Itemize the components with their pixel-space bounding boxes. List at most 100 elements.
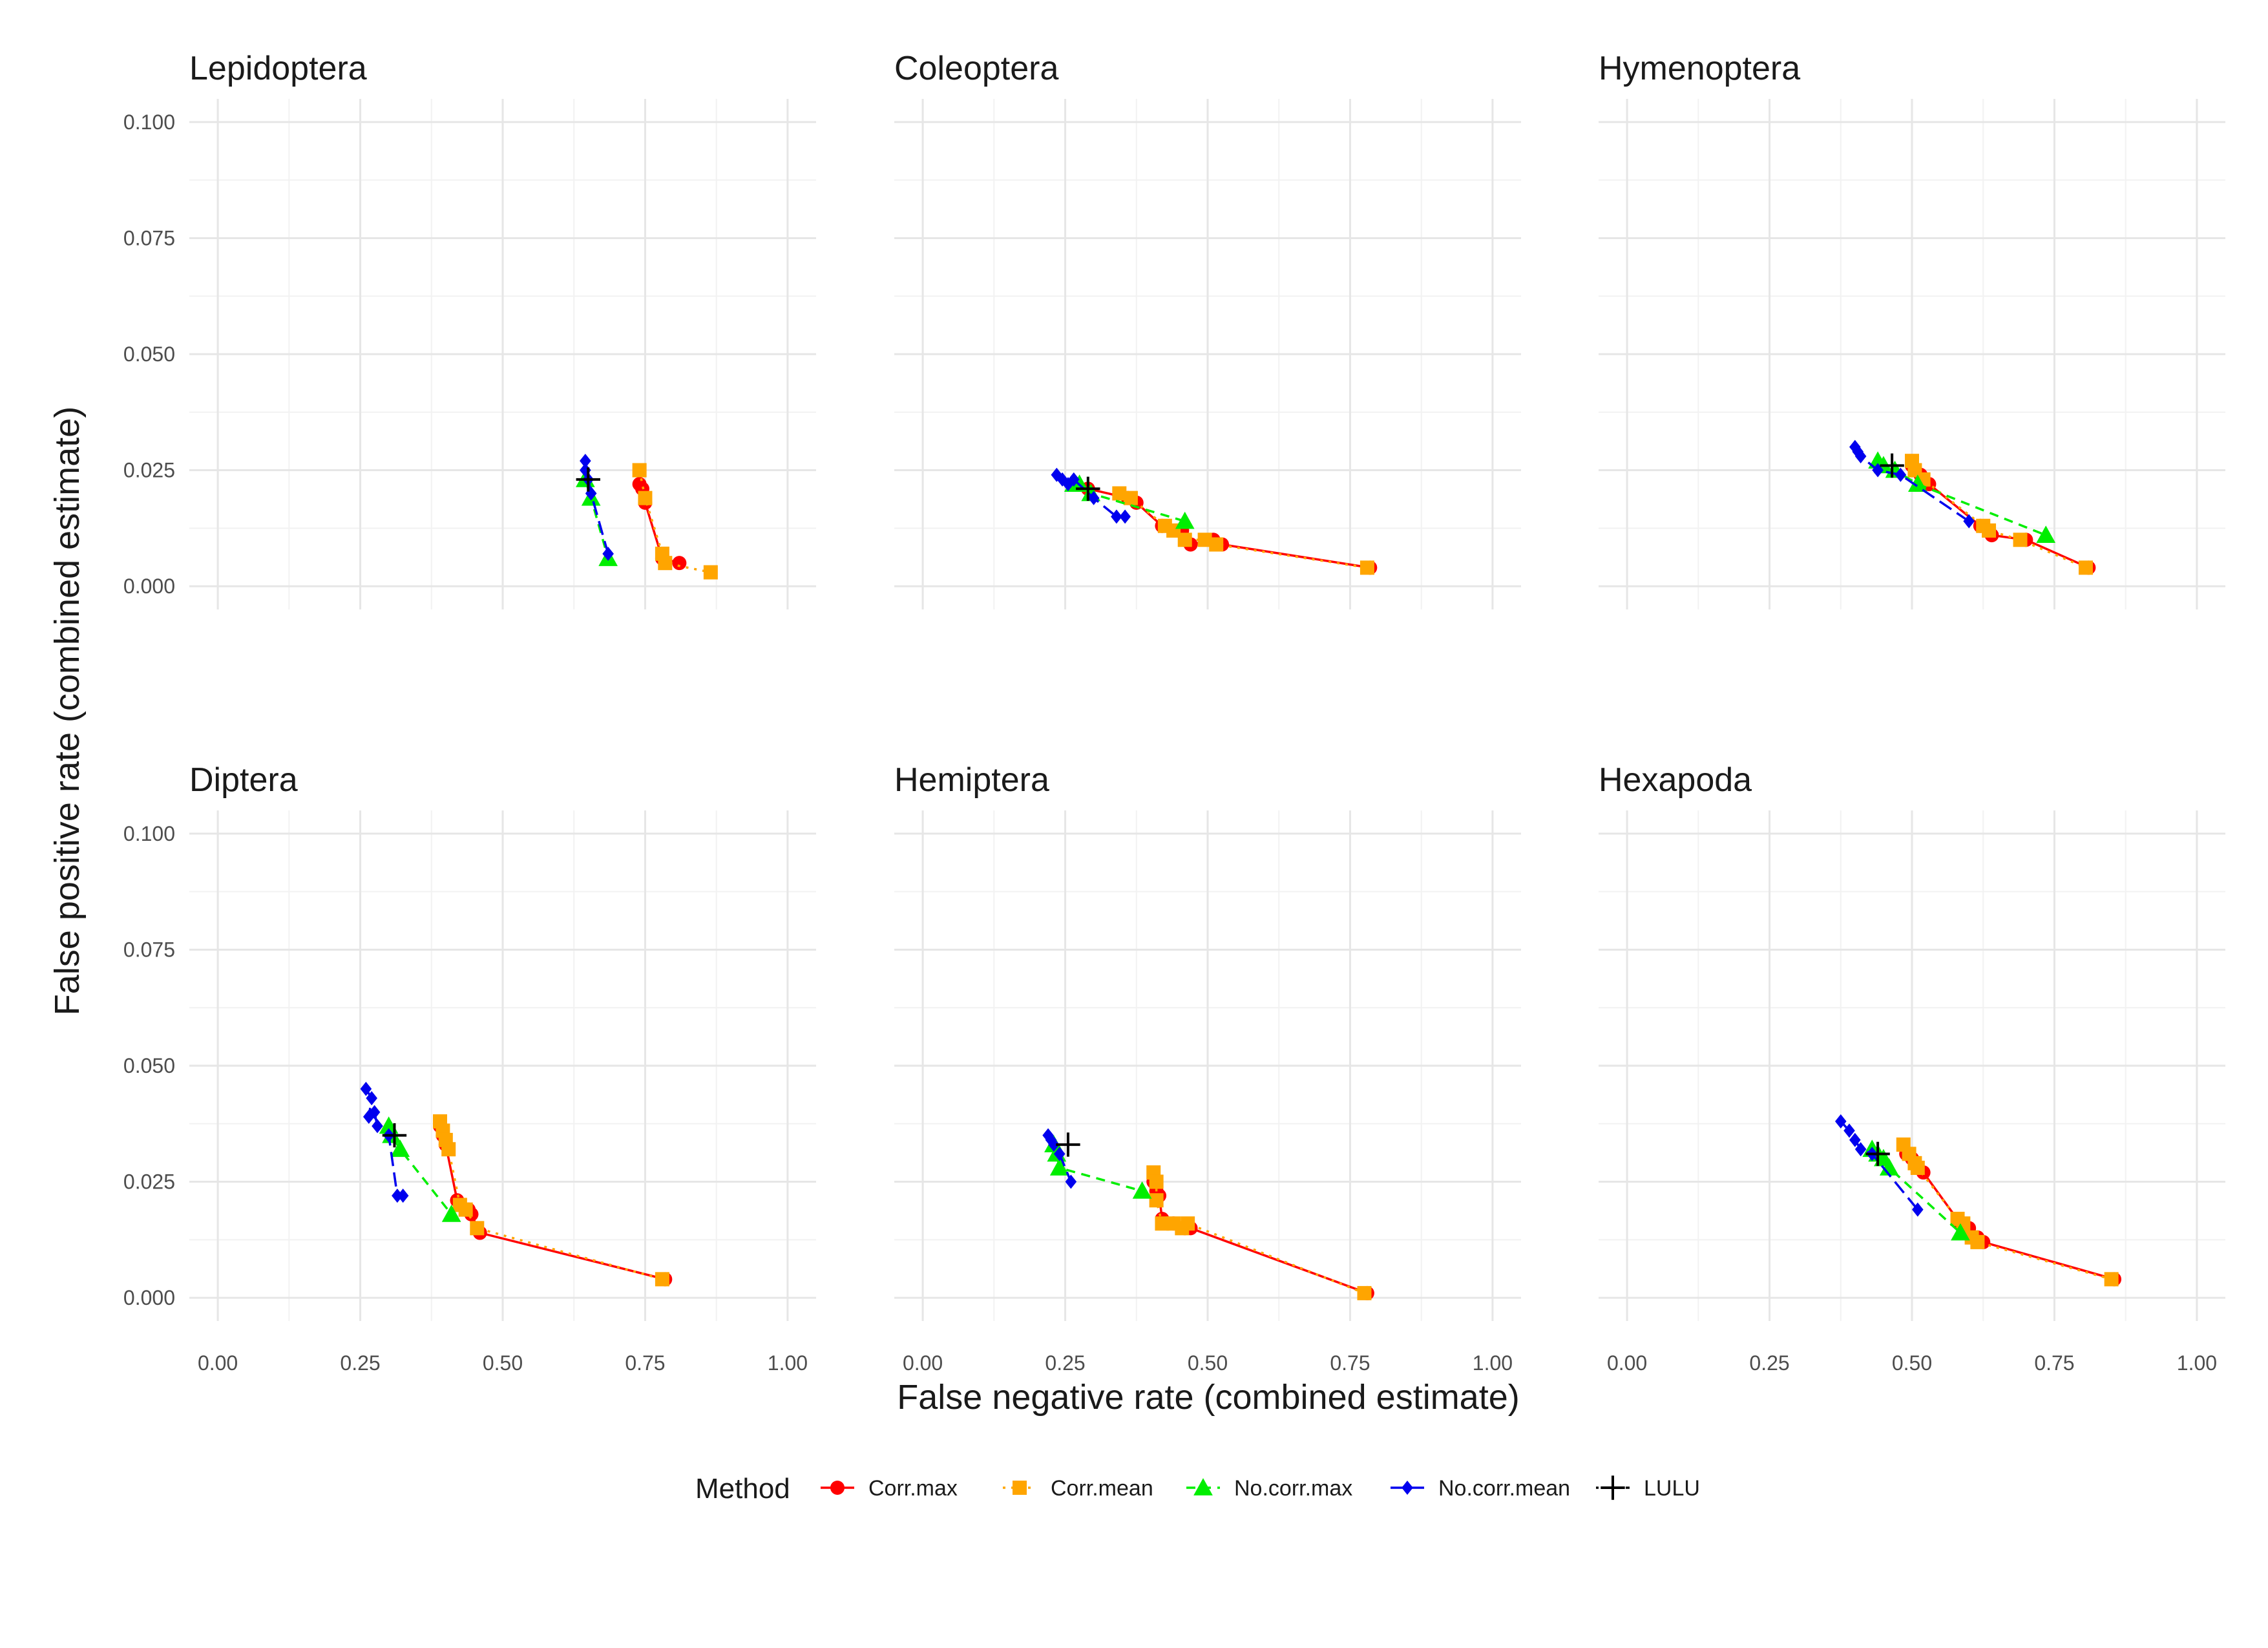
legend-item-no-corr-max: No.corr.max	[1186, 1476, 1352, 1501]
data-point	[658, 556, 673, 571]
series-lulu	[576, 467, 600, 492]
data-point	[638, 491, 653, 505]
series-corr-mean	[433, 1114, 669, 1287]
x-tick-label: 1.00	[1473, 1351, 1513, 1375]
legend-label: Corr.max	[868, 1476, 958, 1501]
data-point	[1951, 1223, 1970, 1241]
legend-key-marker	[830, 1481, 845, 1495]
y-tick-label: 0.075	[123, 938, 175, 961]
data-point	[1209, 537, 1224, 552]
legend-title: Method	[695, 1473, 790, 1505]
data-point	[1834, 1114, 1847, 1129]
x-tick-label: 0.00	[903, 1351, 943, 1375]
data-point	[1880, 453, 1904, 478]
y-tick-label: 0.100	[123, 111, 175, 134]
y-axis-title: False positive rate (combined estimate)	[48, 407, 87, 1015]
data-point	[397, 1188, 409, 1203]
series-lulu	[1056, 1132, 1080, 1157]
y-tick-label: 0.100	[123, 822, 175, 845]
data-point	[1119, 509, 1131, 524]
data-point	[655, 1272, 669, 1287]
y-tick-label: 0.025	[123, 1170, 175, 1194]
series-corr-mean	[1112, 486, 1374, 575]
panel-diptera: Diptera 0.00 0.25 0.50 0.75 1.00 0.000 0.025 0.0…	[123, 761, 816, 1375]
data-point	[672, 556, 687, 571]
series-line	[439, 1125, 666, 1281]
panel-hexapoda: Hexapoda 0.00 0.25 0.50 0.75 1.00	[1599, 761, 2225, 1375]
panel-lepidoptera: Lepidoptera 0.000 0.025 0.050 0.075 0.100	[123, 50, 816, 609]
data-point	[1175, 511, 1195, 529]
data-point	[1132, 1181, 1152, 1199]
legend-label: No.corr.mean	[1438, 1476, 1570, 1501]
series-corr-max	[1146, 1174, 1374, 1300]
data-point	[470, 1221, 485, 1236]
series-lulu	[382, 1123, 407, 1148]
x-tick-label: 0.75	[1330, 1351, 1370, 1375]
series-lulu	[1865, 1141, 1890, 1167]
data-point	[1177, 533, 1192, 547]
data-point	[1963, 514, 1975, 529]
series-line	[1902, 1144, 2112, 1281]
legend-label: Corr.mean	[1051, 1476, 1153, 1501]
x-tick-label: 0.25	[1045, 1351, 1085, 1375]
series-no-corr-mean	[1051, 467, 1131, 524]
data-point	[1112, 486, 1127, 501]
data-point	[2036, 525, 2056, 543]
data-point	[360, 1081, 372, 1096]
data-point	[1843, 1123, 1855, 1138]
series-line	[1911, 460, 2086, 569]
data-point	[2104, 1272, 2119, 1287]
data-point	[1048, 1137, 1060, 1152]
data-point	[1067, 472, 1080, 487]
data-point	[1056, 1132, 1080, 1157]
y-tick-label: 0.025	[123, 459, 175, 482]
series-lulu	[1880, 453, 1904, 478]
data-point	[1854, 1142, 1867, 1157]
x-tick-label: 0.75	[2034, 1351, 2074, 1375]
legend-item-corr-mean: Corr.mean	[1003, 1476, 1153, 1501]
x-tick-label: 0.25	[340, 1351, 380, 1375]
data-point	[1849, 439, 1861, 454]
data-point	[1181, 1216, 1195, 1231]
data-point	[1149, 1174, 1164, 1189]
x-tick-label: 1.00	[768, 1351, 808, 1375]
data-point	[1076, 476, 1100, 501]
legend-item-corr-max: Corr.max	[821, 1476, 958, 1501]
legend-label: LULU	[1644, 1476, 1700, 1501]
series-no-corr-mean	[1849, 439, 1975, 529]
series-corr-mean	[1146, 1165, 1372, 1300]
data-point	[1895, 467, 1907, 482]
data-point	[1049, 1158, 1069, 1176]
y-tick-label: 0.050	[123, 343, 175, 366]
data-point	[1053, 1146, 1066, 1161]
panel-hymenoptera: Hymenoptera	[1599, 50, 2225, 609]
panel-title: Lepidoptera	[189, 50, 367, 87]
y-tick-label: 0.000	[123, 1286, 175, 1309]
panel-coleoptera: Coleoptera	[894, 50, 1521, 609]
data-point	[602, 546, 614, 561]
series-corr-mean	[632, 463, 718, 580]
data-point	[1912, 1202, 1924, 1217]
panel-title: Hemiptera	[894, 761, 1049, 799]
data-point	[1087, 491, 1100, 505]
legend-key-marker	[1193, 1478, 1213, 1495]
x-tick-label: 0.50	[1892, 1351, 1932, 1375]
series-corr-mean	[1896, 1137, 2119, 1287]
legend: Method Corr.max Corr.mean No.corr.max No.co…	[695, 1473, 1700, 1505]
data-point	[1865, 1141, 1890, 1167]
data-point	[1910, 1161, 1925, 1175]
x-tick-label: 0.00	[1607, 1351, 1647, 1375]
panel-title: Hymenoptera	[1599, 50, 1800, 87]
y-tick-label: 0.050	[123, 1054, 175, 1077]
legend-key-marker	[1013, 1481, 1027, 1495]
data-point	[1149, 1193, 1164, 1208]
data-point	[580, 454, 591, 469]
data-point	[366, 1091, 377, 1106]
data-point	[1357, 1285, 1372, 1300]
data-point	[441, 1204, 461, 1222]
x-tick-label: 0.50	[483, 1351, 523, 1375]
data-point	[576, 467, 600, 492]
data-point	[392, 1188, 403, 1203]
series-line	[1152, 1181, 1368, 1294]
